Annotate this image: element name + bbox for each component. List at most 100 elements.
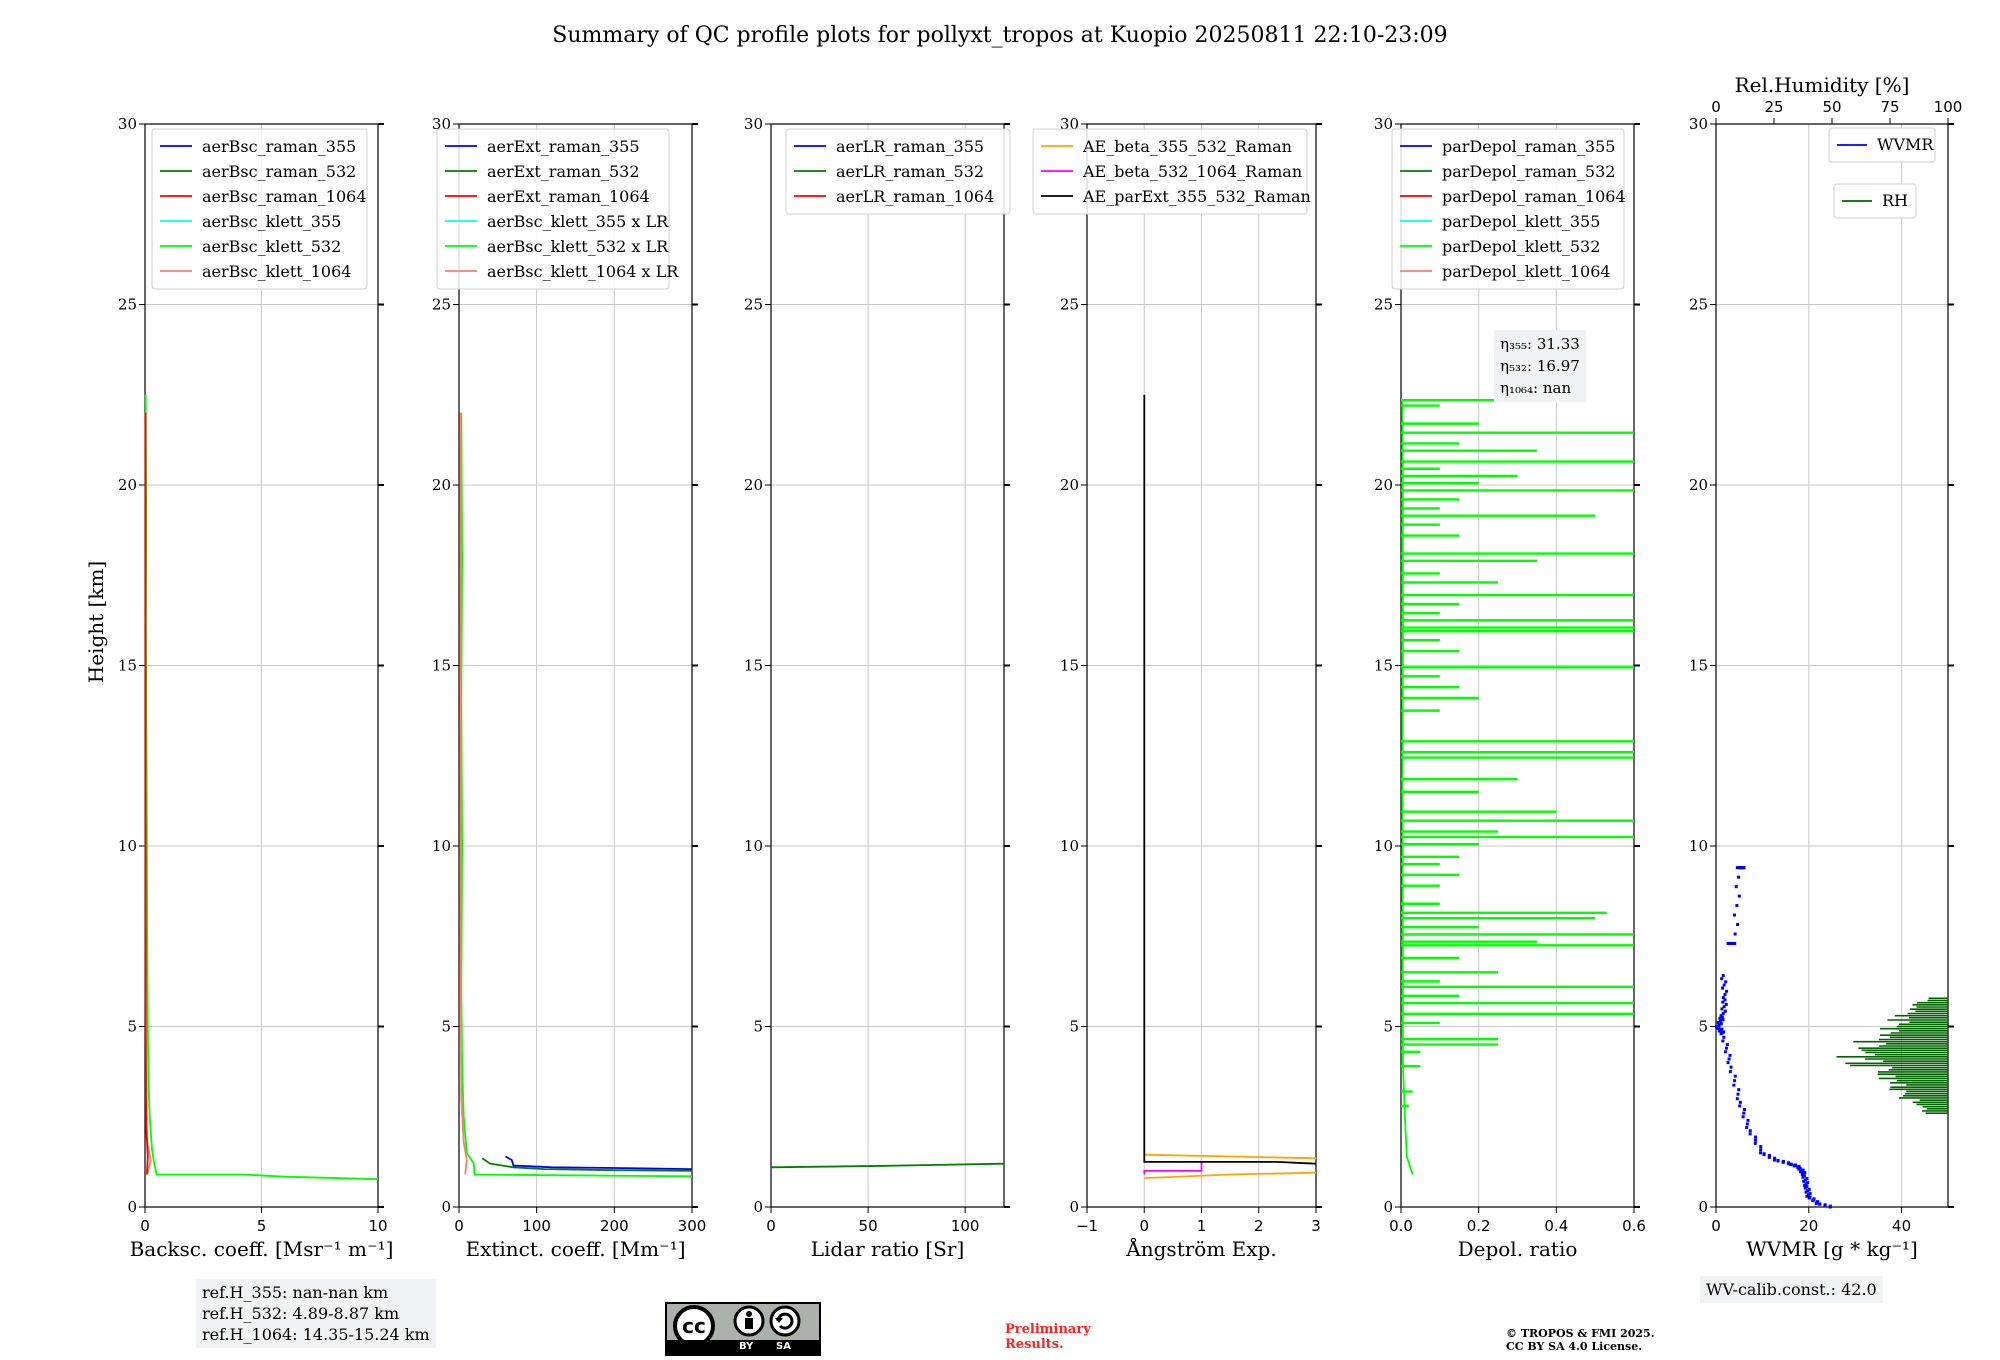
wvmr-point	[1722, 1030, 1726, 1034]
wvmr-point	[1717, 1025, 1721, 1029]
y-tick-label: 15	[118, 657, 137, 675]
x-tick-label: 3	[1311, 1217, 1321, 1235]
wvmr-point	[1724, 1046, 1728, 1050]
wvmr-point	[1718, 1016, 1722, 1020]
wvmr-point	[1808, 1191, 1812, 1195]
wvmr-point	[1735, 866, 1739, 870]
x-tick-label: 0.4	[1544, 1217, 1568, 1235]
wvmr-point	[1726, 941, 1730, 945]
wvmr-point	[1753, 1141, 1757, 1145]
x-tick-label: 10	[368, 1217, 387, 1235]
wvmr-point	[1804, 1190, 1808, 1194]
wvmr-point	[1801, 1168, 1805, 1172]
legend-label: parDepol_raman_532	[1442, 162, 1615, 181]
y-tick-label: 20	[1689, 476, 1708, 494]
y-tick-label: 25	[1374, 296, 1393, 314]
wvmr-point	[1735, 1097, 1739, 1101]
wvmr-point	[1737, 894, 1741, 898]
legend-label: WVMR	[1877, 135, 1934, 154]
wvmr-point	[1728, 1070, 1732, 1074]
wvmr-point	[1741, 1115, 1745, 1119]
legend-label: aerBsc_raman_532	[202, 162, 356, 181]
wvmr-point	[1733, 932, 1737, 936]
wvmr-point	[1818, 1202, 1822, 1206]
y-tick-label: 0	[1698, 1198, 1708, 1216]
eta-532: η₅₃₂: 16.97	[1500, 357, 1580, 375]
wvmr-point	[1736, 923, 1740, 927]
wvmr-point	[1741, 866, 1745, 870]
y-tick-label: 10	[118, 837, 137, 855]
preliminary-line2: Results.	[1005, 1337, 1064, 1352]
wvmr-point	[1726, 1061, 1730, 1065]
wvmr-point	[1759, 1151, 1763, 1155]
wvmr-point	[1742, 1111, 1746, 1115]
wvmr-point	[1721, 986, 1725, 990]
legend: AE_beta_355_532_Raman AE_beta_532_1064_Ra…	[1032, 128, 1311, 215]
wvmr-point	[1748, 1132, 1752, 1136]
cc-sa-label: SA	[776, 1341, 791, 1352]
x-axis-label: Depol. ratio	[1458, 1237, 1578, 1261]
wvmr-point	[1721, 996, 1725, 1000]
legend-label: parDepol_klett_532	[1442, 237, 1600, 256]
y-tick-label: 25	[118, 296, 137, 314]
wvmr-point	[1724, 980, 1728, 984]
wvmr-point	[1762, 1152, 1766, 1156]
y-tick-label: 20	[1060, 476, 1079, 494]
wvmr-point	[1776, 1159, 1780, 1163]
wvmr-point	[1828, 1204, 1832, 1208]
x-tick-label: 0	[140, 1217, 150, 1235]
legend-label: parDepol_klett_355	[1442, 212, 1600, 231]
series-aerExt_raman_532	[481, 1157, 693, 1172]
wvmr-point	[1805, 1194, 1809, 1198]
legend-label: aerBsc_klett_355 x LR	[487, 212, 669, 231]
y-tick-label: 30	[1374, 115, 1393, 133]
series-WVMR_upper	[1726, 866, 1746, 945]
y-tick-label: 15	[744, 657, 763, 675]
wvmr-point	[1794, 1163, 1798, 1167]
y-tick-label: 0	[1383, 1198, 1393, 1216]
y-tick-label: 5	[1383, 1018, 1393, 1036]
wvmr-point	[1803, 1178, 1807, 1182]
series-AE_beta_532_1064_Raman	[1143, 1161, 1203, 1175]
legend-label: aerLR_raman_1064	[836, 187, 994, 206]
legend-box	[436, 128, 670, 290]
wvmr-point	[1789, 1162, 1793, 1166]
wvmr-point	[1823, 1203, 1827, 1207]
y-tick-label: 15	[432, 657, 451, 675]
legend-label: aerLR_raman_355	[836, 137, 984, 156]
legend: aerLR_raman_355 aerLR_raman_532 aerLR_rama…	[785, 128, 1011, 215]
legend-label: aerBsc_klett_532 x LR	[487, 237, 669, 256]
wvmr-point	[1759, 1145, 1763, 1149]
legend: aerBsc_raman_355 aerBsc_raman_532 aerBsc_r…	[151, 128, 368, 290]
wvmr-point	[1721, 1000, 1725, 1004]
x-axis-label: Backsc. coeff. [Msr⁻¹ m⁻¹]	[130, 1237, 394, 1261]
wvmr-point	[1723, 1050, 1727, 1054]
y-tick-label: 20	[432, 476, 451, 494]
y-tick-label: 30	[118, 115, 137, 133]
wvmr-point	[1748, 1129, 1752, 1133]
legend-box	[1032, 128, 1308, 215]
wvmr-point	[1719, 1014, 1723, 1018]
wvmr-point	[1731, 941, 1735, 945]
x-tick-label: 0	[454, 1217, 464, 1235]
legend: aerExt_raman_355 aerExt_raman_532 aerExt_r…	[436, 128, 679, 290]
y-tick-label: 5	[127, 1018, 137, 1036]
legend-box	[1828, 127, 1936, 163]
wvmr-point	[1801, 1175, 1805, 1179]
wvmr-point	[1717, 1023, 1721, 1027]
wvmr-point	[1737, 866, 1741, 870]
x-axis-label: Extinct. coeff. [Mm⁻¹]	[465, 1237, 685, 1261]
rh-axis-label: Rel.Humidity [%]	[1735, 73, 1910, 97]
wvmr-point	[1738, 1100, 1742, 1104]
y-tick-label: 5	[753, 1018, 763, 1036]
wvmr-point	[1743, 1108, 1747, 1112]
wvmr-point	[1720, 1027, 1724, 1031]
wvmr-point	[1798, 1166, 1802, 1170]
wv-calibration-constant: WV-calib.const.: 42.0	[1706, 1280, 1877, 1299]
y-tick-label: 0	[1069, 1198, 1079, 1216]
copyright-note: © TROPOS & FMI 2025. CC BY SA 4.0 Licens…	[1506, 1327, 1655, 1353]
legend-label: aerBsc_raman_1064	[202, 187, 367, 206]
wvmr-point	[1725, 989, 1729, 993]
panel-backscatter: 0 5 10 15 20 25 30 0 5 10 Backsc. coeff. [Msr⁻¹ m⁻…	[118, 115, 393, 1261]
